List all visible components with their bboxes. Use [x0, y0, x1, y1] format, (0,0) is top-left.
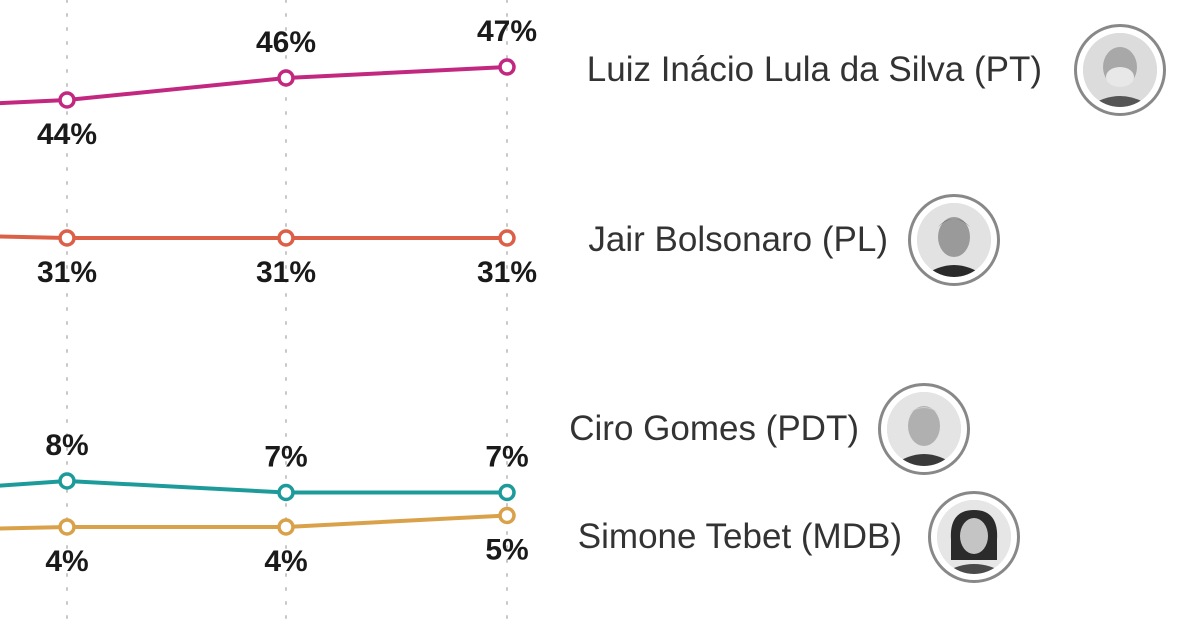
data-point-2-1	[277, 483, 295, 502]
data-point-3-1	[277, 518, 295, 536]
data-point-1-2	[498, 229, 516, 247]
ciro-gomes-portrait-icon	[878, 383, 970, 475]
data-label-3-0: 4%	[45, 545, 88, 578]
data-point-1-1	[277, 229, 295, 247]
data-label-0-2: 47%	[477, 15, 537, 48]
series-line-3	[0, 513, 508, 531]
legend-item-lula: Luiz Inácio Lula da Silva (PT)	[0, 20, 1166, 120]
data-label-1-1: 31%	[256, 256, 316, 289]
data-label-3-1: 4%	[264, 545, 307, 578]
data-label-2-2: 7%	[485, 441, 528, 474]
legend-item-tebet: Simone Tebet (MDB)	[0, 487, 1020, 587]
data-label-0-0: 44%	[37, 118, 97, 151]
series-line-0	[0, 65, 508, 106]
data-label-1-2: 31%	[477, 256, 537, 289]
data-point-0-0	[58, 91, 76, 109]
data-point-3-2	[498, 506, 516, 525]
data-point-1-0	[58, 229, 76, 247]
legend-label-ciro: Ciro Gomes (PDT)	[569, 409, 859, 448]
series-line-1	[0, 234, 507, 240]
data-point-3-0	[58, 518, 76, 536]
legend-item-ciro: Ciro Gomes (PDT)	[0, 379, 970, 479]
series-line-2	[0, 479, 507, 495]
data-label-1-0: 31%	[37, 256, 97, 289]
simone-tebet-portrait-icon	[928, 491, 1020, 583]
legend-label-bolsonaro: Jair Bolsonaro (PL)	[588, 220, 888, 259]
lula-portrait-icon	[1074, 24, 1166, 116]
data-label-0-1: 46%	[256, 26, 316, 59]
data-point-0-2	[498, 58, 516, 76]
legend-label-tebet: Simone Tebet (MDB)	[577, 517, 902, 556]
bolsonaro-portrait-icon	[908, 194, 1000, 286]
data-label-2-1: 7%	[264, 441, 307, 474]
legend-label-lula: Luiz Inácio Lula da Silva (PT)	[586, 50, 1042, 89]
data-point-2-2	[498, 483, 516, 502]
data-label-3-2: 5%	[485, 534, 528, 567]
data-point-0-1	[277, 69, 295, 87]
data-label-2-0: 8%	[45, 429, 88, 462]
data-point-2-0	[58, 472, 76, 490]
legend-item-bolsonaro: Jair Bolsonaro (PL)	[0, 190, 1000, 290]
